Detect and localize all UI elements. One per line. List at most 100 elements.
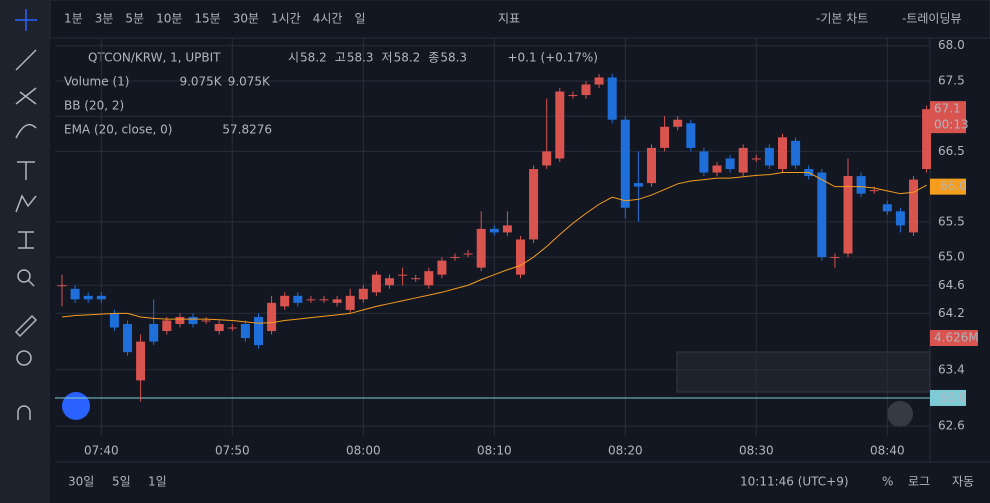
volume-label: 4.626M [934,331,979,345]
candle-body [791,140,801,166]
candle-body [882,204,892,212]
candle-body [188,316,198,324]
top-toolbar [49,0,990,39]
candle-body [83,295,93,300]
candle-body [555,91,565,159]
x-tick-label: 08:40 [870,444,905,458]
range-button[interactable]: 30일 [68,475,94,489]
interval-button[interactable]: 10분 [156,12,182,26]
y-tick-label: 62.6 [938,419,965,433]
candle-body [895,211,905,226]
candle-body [319,299,329,301]
option-button[interactable]: 로그 [908,475,930,489]
ohlc-value: 58.2 [394,51,421,65]
candle-body [175,316,185,324]
indicator-value: 57.8276 [222,123,272,137]
candle-body [385,278,394,286]
candle-body [57,285,67,287]
candle-body [411,278,421,280]
candle-body [607,77,617,120]
candle-body [136,341,146,381]
candle-body [332,299,342,303]
interval-button[interactable]: 3분 [95,12,114,26]
candle-body [371,274,381,293]
candle-body [778,137,787,170]
candle-body [751,158,761,160]
x-tick-label: 07:40 [84,444,119,458]
ohlc-value: 58.2 [300,51,327,65]
ema-price-box [930,178,966,195]
drawing-tools[interactable] [14,9,38,420]
candle-body [817,172,827,258]
candle-body [476,228,486,268]
candle-body [712,165,722,173]
candle-body [542,151,552,166]
interval-button[interactable]: 일 [354,12,365,26]
indicator-value: 9.075K [179,75,222,89]
candle-body [516,239,525,275]
view-button[interactable]: -트레이딩뷰 [902,12,962,26]
candle-body [699,151,709,173]
floating-toolbar[interactable] [676,351,931,393]
y-tick-label: 68.0 [938,38,965,52]
candle-body [869,190,879,192]
candle-body [280,295,290,307]
ohlc-label: 고 [335,51,346,65]
ema-price: 66.0 [940,179,967,193]
range-button[interactable]: 5일 [112,475,131,489]
y-tick-label: 65.0 [938,250,965,264]
candle-body [306,299,316,301]
candle-body [227,327,237,329]
indicator-name: EMA (20, close, 0) [64,123,172,137]
x-tick-label: 08:30 [739,444,774,458]
ohlc-label: 저 [382,51,393,65]
view-button[interactable]: -기본 차트 [816,12,868,26]
candle-body [843,176,853,254]
interval-button[interactable]: 15분 [194,12,220,26]
candle-body [293,295,303,303]
ohlc-value: 58.3 [440,51,467,65]
interval-button[interactable]: 30분 [233,12,259,26]
candle-body [909,179,918,233]
interval-button[interactable]: 1시간 [271,12,301,26]
option-button[interactable]: % [882,475,893,489]
candle-body [358,288,368,300]
candle-body [568,95,578,97]
candle-body [660,126,670,148]
candle-body [70,288,80,300]
candle-body [123,323,132,353]
interval-button[interactable]: 1분 [64,12,83,26]
interval-button[interactable]: 4시간 [313,12,343,26]
option-button[interactable]: 자동 [952,475,974,489]
candle-body [686,123,696,148]
candle-body [109,313,119,328]
candle-body [201,320,211,322]
scroll-button[interactable] [887,401,913,427]
x-tick-label: 08:00 [346,444,381,458]
candle-body [267,302,277,332]
change: +0.1 (+0.17%) [508,51,599,65]
candle-body [922,109,932,170]
hline-box [930,389,966,406]
range-button[interactable]: 1일 [148,475,167,489]
ema-line [61,172,927,324]
candle-body [96,295,106,300]
x-tick-label: 08:20 [608,444,643,458]
candle-body [450,257,460,259]
y-tick-label: 65.5 [938,214,965,228]
candle-body [830,257,840,259]
ohlc-label: 종 [428,51,439,65]
candle-body [437,260,447,275]
candle-body [633,183,643,187]
candle-body [725,158,735,170]
candle-body [345,295,355,310]
ohlc-value: 58.3 [347,51,374,65]
candle-body [647,147,656,184]
interval-button[interactable]: 5분 [125,12,144,26]
indicator-button[interactable]: 지표 [498,12,520,26]
last-price-box [930,101,966,134]
candle-body [254,316,263,346]
candle-body [463,253,473,255]
